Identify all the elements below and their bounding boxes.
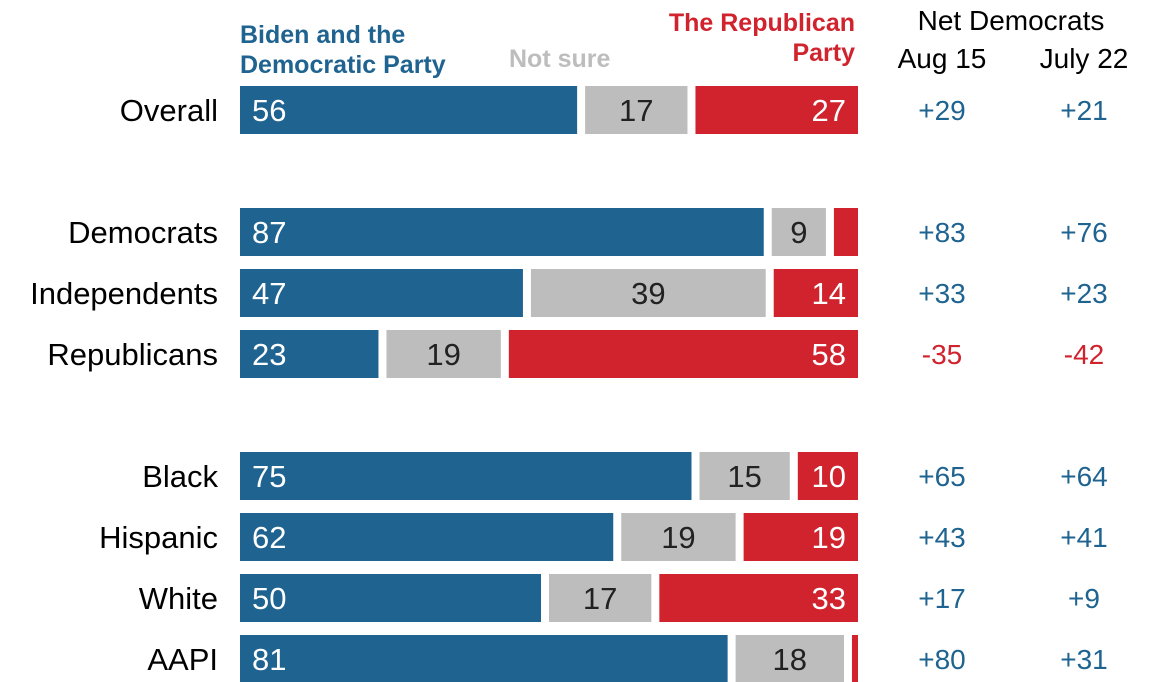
net-col-july22-header: July 22 xyxy=(1039,43,1129,74)
bar-notsure-hispanic xyxy=(621,513,736,561)
label-dem-republicans: 23 xyxy=(252,337,286,372)
row-label-overall: Overall xyxy=(120,93,218,128)
net-july22-white: +9 xyxy=(1068,583,1100,614)
label-rep-white: 33 xyxy=(812,581,846,616)
row-label-black: Black xyxy=(142,459,218,494)
bar-dem-republicans xyxy=(240,330,379,378)
bar-notsure-independents xyxy=(530,269,766,317)
net-july22-democrats: +76 xyxy=(1060,217,1108,248)
label-rep-independents: 14 xyxy=(812,276,846,311)
label-dem-white: 50 xyxy=(252,581,286,616)
net-july22-hispanic: +41 xyxy=(1060,522,1108,553)
row-label-republicans: Republicans xyxy=(47,337,218,372)
net-aug15-overall: +29 xyxy=(918,95,966,126)
bar-dem-white xyxy=(240,574,541,622)
label-notsure-aapi: 18 xyxy=(773,642,807,677)
bar-rep-aapi xyxy=(851,635,858,682)
net-aug15-independents: +33 xyxy=(918,278,966,309)
label-notsure-republicans: 19 xyxy=(426,337,460,372)
net-july22-republicans: -42 xyxy=(1064,339,1104,370)
label-rep-republicans: 58 xyxy=(812,337,846,372)
bar-dem-democrats xyxy=(240,208,764,256)
row-label-democrats: Democrats xyxy=(68,215,218,250)
legend-biden: Biden and the Democratic Party xyxy=(240,21,446,79)
net-aug15-republicans: -35 xyxy=(922,339,962,370)
bar-notsure-black xyxy=(699,452,790,500)
label-notsure-black: 15 xyxy=(727,459,761,494)
net-july22-black: +64 xyxy=(1060,461,1108,492)
legend-republican: The Republican Party xyxy=(668,9,855,67)
bar-rep-independents xyxy=(773,269,858,317)
label-dem-aapi: 81 xyxy=(252,642,286,677)
label-dem-democrats: 87 xyxy=(252,215,286,250)
bar-rep-hispanic xyxy=(743,513,858,561)
net-democrats-header: Net Democrats xyxy=(917,5,1105,36)
label-notsure-white: 17 xyxy=(583,581,617,616)
net-aug15-democrats: +83 xyxy=(918,217,966,248)
bar-dem-hispanic xyxy=(240,513,614,561)
bar-dem-overall xyxy=(240,86,578,134)
bar-notsure-republicans xyxy=(386,330,501,378)
row-label-white: White xyxy=(139,581,218,616)
bar-rep-overall xyxy=(695,86,858,134)
bar-dem-black xyxy=(240,452,692,500)
bar-notsure-overall xyxy=(585,86,688,134)
net-july22-independents: +23 xyxy=(1060,278,1108,309)
label-notsure-hispanic: 19 xyxy=(661,520,695,555)
label-dem-overall: 56 xyxy=(252,93,286,128)
bar-notsure-aapi xyxy=(735,635,844,682)
label-notsure-independents: 39 xyxy=(631,276,665,311)
legend-not-sure: Not sure xyxy=(509,45,611,73)
net-aug15-aapi: +80 xyxy=(918,644,966,675)
label-dem-hispanic: 62 xyxy=(252,520,286,555)
label-rep-black: 10 xyxy=(812,459,846,494)
net-july22-aapi: +31 xyxy=(1060,644,1108,675)
bar-rep-democrats xyxy=(833,208,858,256)
bar-rep-white xyxy=(659,574,858,622)
row-label-independents: Independents xyxy=(30,276,218,311)
label-dem-independents: 47 xyxy=(252,276,286,311)
bar-notsure-white xyxy=(549,574,652,622)
label-rep-overall: 27 xyxy=(812,93,846,128)
net-aug15-hispanic: +43 xyxy=(918,522,966,553)
net-col-aug15-header: Aug 15 xyxy=(897,43,987,74)
bar-notsure-democrats xyxy=(771,208,826,256)
row-label-aapi: AAPI xyxy=(147,642,218,677)
net-aug15-white: +17 xyxy=(918,583,966,614)
bar-dem-independents xyxy=(240,269,523,317)
bar-dem-aapi xyxy=(240,635,728,682)
label-notsure-overall: 17 xyxy=(619,93,653,128)
net-aug15-black: +65 xyxy=(918,461,966,492)
label-dem-black: 75 xyxy=(252,459,286,494)
bar-rep-black xyxy=(797,452,858,500)
label-notsure-democrats: 9 xyxy=(790,215,807,250)
row-label-hispanic: Hispanic xyxy=(99,520,218,555)
label-rep-hispanic: 19 xyxy=(812,520,846,555)
net-july22-overall: +21 xyxy=(1060,95,1108,126)
bar-rep-republicans xyxy=(508,330,858,378)
